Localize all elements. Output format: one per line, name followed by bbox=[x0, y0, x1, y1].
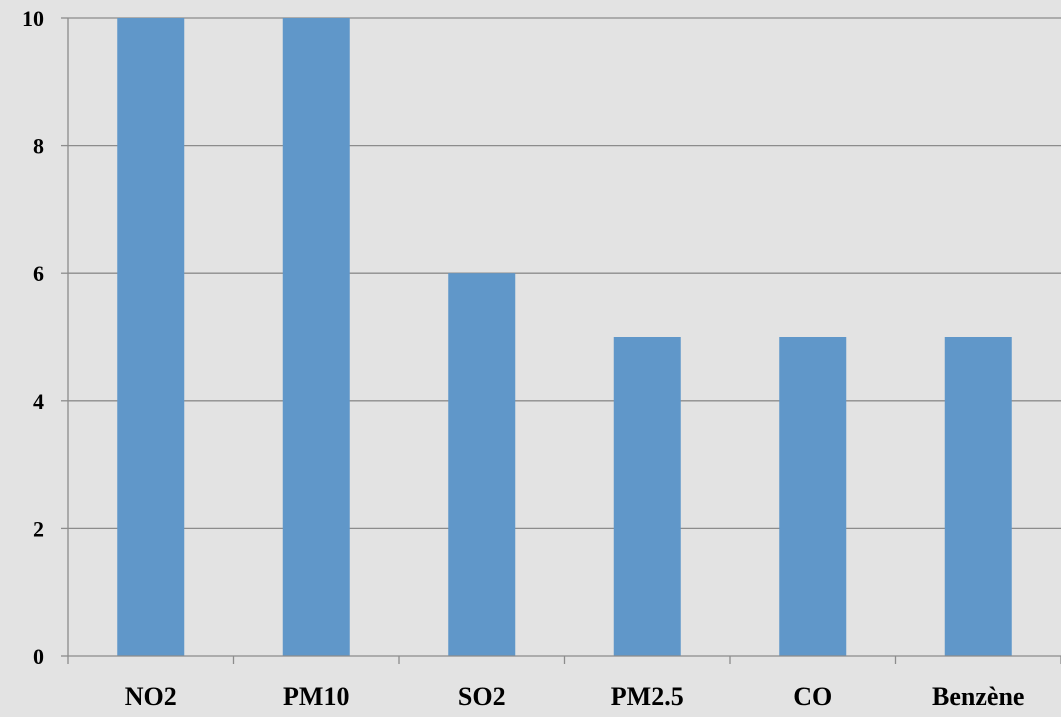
axes bbox=[61, 17, 1061, 664]
x-tick-label: SO2 bbox=[458, 682, 506, 711]
x-tick-label: PM10 bbox=[283, 682, 349, 711]
y-tick-label: 8 bbox=[33, 134, 44, 159]
bar-pm25 bbox=[613, 337, 681, 656]
x-axis-tick-labels: NO2 PM10 SO2 PM2.5 CO Benzène bbox=[125, 682, 1025, 711]
gridlines bbox=[68, 17, 1061, 530]
bar-co bbox=[779, 337, 847, 656]
x-tick-label: PM2.5 bbox=[611, 682, 684, 711]
x-tick-label: CO bbox=[793, 682, 832, 711]
bar-so2 bbox=[448, 273, 516, 656]
y-tick-label: 2 bbox=[33, 516, 44, 541]
bar-no2 bbox=[117, 18, 185, 656]
bar-pm10 bbox=[282, 18, 350, 656]
y-tick-label: 6 bbox=[33, 261, 44, 286]
y-axis-tick-labels: 0 2 4 6 8 10 bbox=[22, 6, 44, 669]
bars bbox=[117, 18, 1012, 656]
y-tick-label: 4 bbox=[33, 389, 44, 414]
x-tick-label: Benzène bbox=[932, 682, 1024, 711]
y-tick-label: 0 bbox=[33, 644, 44, 669]
x-tick-label: NO2 bbox=[125, 682, 177, 711]
bar-benzne bbox=[944, 337, 1012, 656]
y-tick-label: 10 bbox=[22, 6, 44, 31]
